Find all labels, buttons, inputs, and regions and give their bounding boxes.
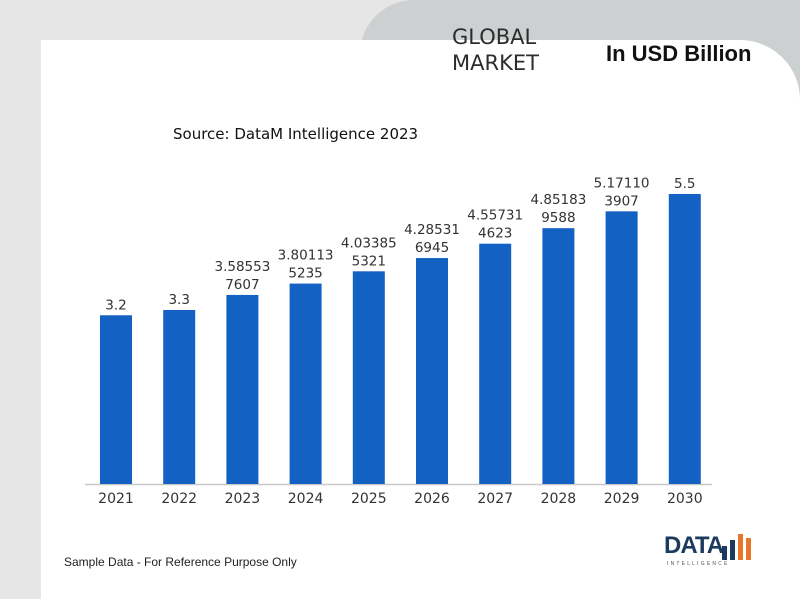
x-tick-label: 2021 (98, 491, 134, 507)
x-tick-label: 2023 (225, 491, 261, 507)
data-label: 5321 (352, 253, 386, 269)
logo-bars-icon (722, 534, 751, 560)
x-tick-label: 2027 (477, 491, 513, 507)
x-tick-label: 2029 (604, 491, 640, 507)
data-label: 3.58553 (214, 259, 270, 275)
global-market-label: GLOBAL MARKET (452, 25, 539, 75)
bar-2030 (668, 194, 701, 484)
data-label: 6945 (415, 240, 449, 256)
source-label: Source: DataM Intelligence 2023 (173, 125, 419, 143)
data-label: 4.85183 (530, 192, 586, 208)
logo-subtext: INTELLIGENCE (667, 561, 730, 567)
data-label: 3.2 (105, 297, 126, 313)
data-label: 9588 (541, 210, 575, 226)
data-label: 4.55731 (467, 208, 523, 224)
data-label: 4.28531 (404, 222, 460, 238)
bar-2025 (352, 271, 385, 484)
x-tick-label: 2025 (351, 491, 387, 507)
bar-2021 (100, 315, 132, 484)
footer-note: Sample Data - For Reference Purpose Only (64, 555, 297, 569)
bar-2023 (226, 294, 259, 484)
data-label: 4.03385 (341, 235, 397, 251)
data-label: 5235 (288, 266, 322, 282)
bar-2028 (542, 228, 575, 484)
x-tick-label: 2024 (288, 491, 324, 507)
data-label: 3.80113 (278, 248, 334, 264)
data-label: 4623 (478, 226, 512, 242)
x-tick-label: 2026 (414, 491, 450, 507)
data-label: 3.3 (168, 292, 189, 308)
bar-2027 (479, 243, 512, 484)
data-label: 5.17110 (594, 175, 650, 191)
unit-label: In USD Billion (606, 41, 752, 66)
bar-2026 (416, 258, 448, 484)
data-label: 5.5 (674, 176, 695, 192)
bar-2029 (605, 211, 638, 484)
bar-2024 (289, 283, 322, 484)
data-label: 7607 (225, 277, 259, 293)
datam-logo: DATA INTELLIGENCE (664, 532, 754, 572)
x-tick-label: 2022 (161, 491, 197, 507)
x-tick-label: 2028 (541, 491, 577, 507)
bar-2022 (163, 310, 196, 484)
data-label: 3907 (604, 193, 638, 209)
logo-text: DATA (664, 532, 724, 559)
x-tick-label: 2030 (667, 491, 703, 507)
